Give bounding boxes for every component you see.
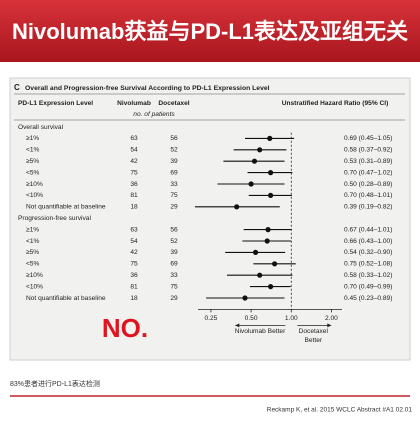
hr-point [267,135,273,141]
row-label: <10% [26,283,43,290]
cell: 56 [170,135,178,142]
hr-label: 0.69 (0.45–1.05) [344,135,392,142]
cell: 75 [170,192,178,199]
hr-label: 0.53 (0.31–0.89) [344,158,392,165]
hr-label: 0.54 (0.32–0.90) [344,249,392,256]
right-label: Better [304,337,322,344]
cell: 81 [130,192,138,199]
hr-label: 0.66 (0.43–1.00) [344,238,392,245]
hr-point [252,249,259,255]
hr-point [267,170,274,176]
cell: 81 [130,283,138,290]
slide-title: Nivolumab获益与PD-L1表达及亚组无关 [12,19,408,44]
hr-label: 0.70 (0.47–1.02) [344,169,392,176]
annotation: NO. [102,313,148,343]
cell: 54 [130,238,138,245]
hr-point [248,181,254,187]
cell: 29 [170,295,178,302]
cell: 18 [130,204,138,211]
arrow-head [235,323,240,328]
column-header: Docetaxel [158,100,189,107]
panel-label: C [14,83,20,92]
citation: Reckamp K, et al. 2015 WCLC Abstract #A1… [267,407,413,414]
column-header: Nivolumab [117,100,151,107]
row-label: <1% [26,238,40,245]
hr-label: 0.58 (0.37–0.92) [344,147,392,154]
hr-point [234,204,240,210]
cell: 56 [170,226,178,233]
x-tick-label: 2.00 [325,315,338,322]
cell: 75 [170,283,178,290]
cell: 29 [170,204,178,211]
x-tick-label: 1.00 [285,315,298,322]
cell: 18 [130,295,138,302]
cell: 69 [170,169,178,176]
hr-point [265,227,271,233]
hr-point [271,261,278,267]
cell: 33 [170,181,178,188]
cell: 39 [170,158,178,165]
section-label: Overall survival [18,124,64,131]
hr-label: 0.58 (0.33–1.02) [344,272,392,279]
hr-label: 0.50 (0.28–0.89) [344,181,392,188]
hr-point [257,272,263,278]
x-tick-label: 0.50 [245,315,258,322]
cell: 36 [130,272,138,279]
cell: 33 [170,272,178,279]
cell: 39 [170,249,178,256]
row-label: <10% [26,192,43,199]
cell: 75 [130,261,138,268]
cell: 75 [130,169,138,176]
hr-label: 0.39 (0.19–0.82) [344,204,392,211]
cell: 52 [170,238,178,245]
cell: 54 [130,147,138,154]
figure-panel [9,77,411,361]
row-label: ≥5% [26,249,39,256]
row-label: ≥1% [26,135,39,142]
hr-point [251,158,258,164]
hr-label: 0.45 (0.23–0.89) [344,295,392,302]
cell: 42 [130,158,138,165]
hr-point [257,147,263,153]
right-label: Docetaxel [299,328,329,335]
row-label: ≥10% [26,272,43,279]
row-label: ≥1% [26,226,39,233]
row-label: Not quantifiable at baseline [26,295,106,302]
footer-note: 83%患者进行PD-L1表达检测 [10,379,100,388]
row-label: <5% [26,169,40,176]
hr-label: 0.67 (0.44–1.01) [344,226,392,233]
cell: 52 [170,147,178,154]
cell: 63 [130,226,138,233]
hr-point [264,238,270,244]
x-tick-label: 0.25 [205,315,218,322]
hr-point [242,295,248,301]
row-label: ≥10% [26,181,43,188]
title-band [0,0,420,62]
column-subheader: no. of patients [133,111,175,118]
hr-label: 0.70 (0.49–0.99) [344,283,392,290]
cell: 63 [130,135,138,142]
panel-title: Overall and Progression-free Survival Ac… [25,85,270,92]
column-header: Unstratified Hazard Ratio (95% CI) [282,100,389,107]
hr-point [267,192,274,198]
cell: 36 [130,181,138,188]
left-label: Nivolumab Better [235,328,286,335]
column-header: PD-L1 Expression Level [18,100,93,107]
hr-label: 0.75 (0.52–1.08) [344,261,392,268]
cell: 69 [170,261,178,268]
hr-label: 0.70 (0.48–1.01) [344,192,392,199]
row-label: <1% [26,147,40,154]
arrow-head [327,323,332,328]
row-label: <5% [26,261,40,268]
row-label: ≥5% [26,158,39,165]
row-label: Not quantifiable at baseline [26,204,106,211]
section-label: Progression-free survival [18,215,91,222]
cell: 42 [130,249,138,256]
hr-point [267,284,274,290]
